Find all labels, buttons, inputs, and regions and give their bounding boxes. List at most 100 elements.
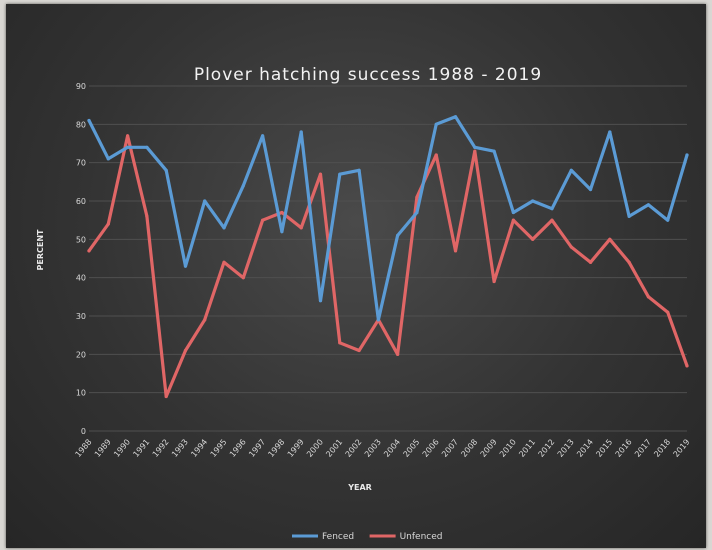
data-point-unfenced [299, 226, 303, 230]
x-tick-label: 1997 [247, 438, 267, 459]
data-point-unfenced [434, 153, 438, 157]
data-point-fenced [434, 122, 438, 126]
x-tick-label: 2013 [556, 438, 576, 459]
x-tick-label: 2007 [440, 438, 460, 459]
data-point-fenced [183, 264, 188, 268]
x-tick-label: 2011 [517, 438, 537, 459]
data-point-unfenced [241, 276, 245, 280]
x-axis-ticks: 1988 1989 1990 1991 1992 1993 1994 1995 1996 1997… [74, 438, 692, 459]
x-tick-label: 2018 [652, 438, 672, 459]
data-point-fenced [338, 172, 342, 176]
x-tick-label: 2005 [401, 438, 421, 459]
y-tick-label: 40 [76, 274, 86, 283]
x-tick-label: 1996 [228, 438, 248, 459]
x-tick-label: 1991 [131, 438, 151, 459]
data-point-unfenced [261, 218, 265, 222]
y-tick-label: 30 [76, 312, 86, 321]
data-point-fenced [396, 233, 400, 238]
data-point-unfenced [492, 279, 496, 284]
gridlines [89, 85, 687, 432]
data-point-fenced [588, 187, 593, 192]
x-tick-label: 1989 [93, 438, 113, 459]
x-tick-label: 2010 [498, 438, 518, 459]
data-point-unfenced [531, 237, 535, 241]
data-point-fenced [222, 226, 226, 230]
data-point-unfenced [473, 149, 477, 153]
data-point-unfenced [396, 352, 400, 356]
data-point-unfenced [646, 295, 651, 299]
x-tick-label: 2014 [575, 438, 595, 459]
x-tick-label: 2019 [672, 438, 692, 459]
data-point-fenced [550, 207, 554, 211]
x-tick-label: 2003 [363, 438, 383, 459]
y-tick-label: 70 [76, 159, 86, 168]
x-tick-label: 2006 [421, 438, 441, 459]
data-point-fenced [376, 318, 380, 322]
data-point-unfenced [145, 214, 149, 218]
data-point-fenced [666, 218, 670, 222]
y-tick-label: 80 [76, 120, 86, 129]
data-point-unfenced [106, 222, 110, 226]
data-point-unfenced [453, 249, 458, 253]
series-line-unfenced [87, 134, 689, 399]
x-tick-label: 1998 [266, 438, 286, 459]
data-point-unfenced [203, 318, 207, 322]
data-point-fenced [415, 210, 419, 215]
y-tick-label: 10 [76, 389, 86, 398]
data-point-unfenced [280, 210, 284, 215]
data-point-fenced [531, 199, 535, 203]
x-tick-label: 1999 [286, 438, 306, 459]
data-point-unfenced [550, 218, 554, 222]
x-tick-label: 1995 [209, 438, 229, 459]
chart-title: Plover hatching success 1988 - 2019 [194, 65, 542, 85]
data-point-unfenced [183, 348, 188, 353]
data-point-fenced [492, 149, 496, 153]
x-tick-label: 1992 [151, 438, 171, 459]
x-tick-label: 2016 [614, 438, 634, 459]
data-point-unfenced [608, 237, 612, 241]
x-tick-label: 2012 [537, 438, 557, 459]
y-axis-ticks: 0 10 20 30 40 50 60 70 80 90 [76, 82, 86, 436]
data-point-fenced [646, 203, 651, 207]
data-point-unfenced [415, 195, 419, 199]
x-axis-title: YEAR [347, 483, 372, 492]
data-point-unfenced [338, 341, 342, 345]
data-point-unfenced [685, 364, 689, 368]
legend-label-fenced: Fenced [322, 532, 354, 542]
y-tick-label: 20 [76, 350, 86, 359]
data-point-unfenced [125, 134, 130, 138]
data-point-fenced [299, 130, 303, 134]
data-point-unfenced [588, 260, 593, 264]
data-point-unfenced [666, 310, 670, 314]
legend-label-unfenced: Unfenced [400, 532, 443, 542]
data-point-fenced [125, 145, 130, 149]
data-point-unfenced [511, 218, 515, 222]
data-point-fenced [106, 157, 110, 161]
data-point-unfenced [318, 172, 323, 176]
series-lines [87, 115, 689, 399]
data-point-fenced [569, 168, 573, 172]
x-tick-label: 2009 [479, 438, 499, 459]
y-tick-label: 90 [76, 82, 86, 91]
y-tick-label: 50 [76, 235, 86, 244]
y-axis-title: PERCENT [36, 229, 45, 271]
x-tick-label: 1990 [112, 438, 132, 459]
data-point-fenced [280, 230, 284, 234]
data-point-fenced [261, 134, 265, 138]
data-point-fenced [318, 299, 323, 303]
x-tick-label: 1993 [170, 438, 190, 459]
data-point-unfenced [164, 394, 168, 399]
line-chart: Plover hatching success 1988 - 2019 0 10 2… [36, 65, 692, 542]
data-point-fenced [87, 118, 91, 123]
data-point-unfenced [569, 245, 573, 249]
data-point-fenced [203, 199, 207, 203]
data-point-fenced [608, 130, 612, 134]
data-point-fenced [164, 168, 168, 172]
data-point-fenced [145, 145, 149, 149]
x-tick-label: 2017 [633, 438, 653, 459]
data-point-fenced [357, 168, 361, 172]
data-point-unfenced [222, 260, 226, 264]
legend: Fenced Unfenced [292, 532, 443, 542]
chart-panel: Plover hatching success 1988 - 2019 0 10 2… [6, 4, 706, 548]
data-point-fenced [627, 214, 631, 218]
